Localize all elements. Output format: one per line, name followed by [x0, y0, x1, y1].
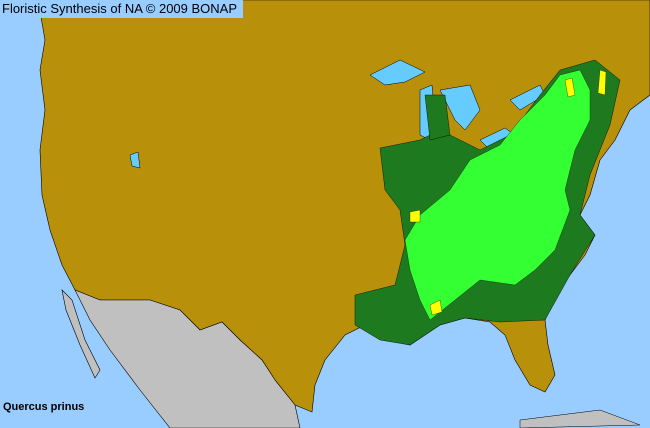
- species-label: Quercus prinus: [3, 401, 85, 413]
- land-mexico: [61, 289, 301, 428]
- range-rare-yellow: [409, 69, 607, 316]
- map-title: Floristic Synthesis of NA © 2009 BONAP: [0, 0, 244, 18]
- land-caribbean: [519, 409, 641, 428]
- range-county-bright: [404, 69, 591, 321]
